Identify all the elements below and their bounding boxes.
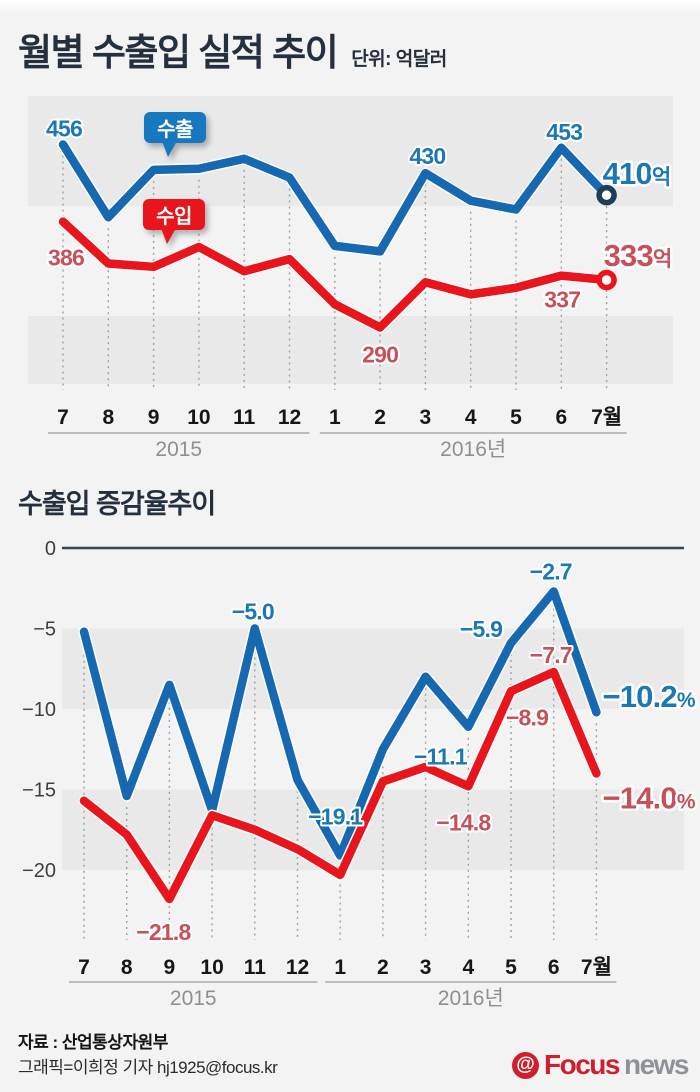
x-tick-label: 12 [286,956,309,979]
value-label: 337 [544,287,580,313]
value-label: −5.0 [232,599,274,625]
value-label: 290 [362,341,398,367]
x-tick-label: 8 [102,406,114,429]
value-label: 430 [409,143,445,169]
year-label: 2015 [155,438,202,461]
x-tick-label: 4 [462,956,474,979]
value-label: −14.0% [602,780,695,815]
x-tick-label: 10 [200,956,223,979]
x-tick-label: 7 [78,956,90,979]
focusnews-suffix: news [623,1049,690,1080]
x-tick-label: 9 [148,406,160,429]
y-tick-label: −15 [22,780,56,802]
export-series-badge-label: 수출 [157,119,193,141]
value-label: −14.8 [436,809,491,835]
import-line [58,217,611,332]
x-tick-label: 1 [329,406,341,429]
y-tick-label: −5 [33,619,56,641]
growth-rate-line-chart: 0−5−10−15−20−5.0−19.1−11.1−5.9−2.7−10.2%… [22,538,699,1010]
x-tick-label: 9 [164,956,176,979]
focusnews-icon: @ [512,1051,539,1079]
export-series-badge: 수출 [144,112,206,157]
x-tick-label: 5 [505,956,517,979]
footer-source: 자료 : 산업통상자원부 [18,1033,168,1052]
plot-band [28,96,673,206]
import-series-badge-label: 수입 [156,206,192,228]
x-tick-label: 6 [555,406,567,429]
year-label: 2016년 [438,987,504,1010]
y-tick-label: −10 [22,699,56,721]
value-label: 386 [48,245,84,271]
value-label-suffix: 억 [652,166,671,189]
value-label: 453 [546,119,582,145]
import-end-marker [596,269,617,291]
year-label: 2015 [170,987,217,1010]
value-label: −5.9 [460,616,502,642]
page-title: 월별 수출입 실적 추이 [18,32,339,73]
x-tick-label: 5 [510,406,522,429]
value-label: −8.9 [506,704,548,730]
x-tick-label: 7월 [581,956,612,979]
x-tick-label: 11 [233,406,256,429]
unit-label: 단위: 억달러 [351,49,447,70]
import-line [79,667,601,904]
value-label-suffix: 억 [653,248,672,271]
value-label: −11.1 [414,744,468,770]
value-label: −2.7 [530,558,572,584]
y-tick-label: −20 [22,860,56,882]
header: 월별 수출입 실적 추이 단위: 억달러 [18,22,447,76]
export-line [58,140,611,256]
import-series-badge: 수입 [143,199,205,244]
x-tick-label: 2 [374,406,386,429]
top-highlight [0,0,700,16]
x-tick-label: 11 [244,956,267,979]
focusnews-brand: Focus [544,1049,620,1080]
value-label: −7.7 [530,642,572,668]
footer-credit: 그래픽=이희정 기자 hj1925@focus.kr [18,1058,278,1077]
value-label-suffix: % [677,790,696,813]
x-tick-label: 8 [121,956,133,979]
section-title: 수출입 증감율추이 [18,489,216,519]
x-tick-label: 4 [465,406,477,429]
focusnews-logo: @ Focus news [512,1049,690,1081]
value-label: −21.8 [136,919,191,945]
value-label-suffix: % [677,689,696,712]
value-label: 456 [46,115,82,141]
x-tick-label: 7 [57,406,69,429]
x-tick-label: 7월 [591,406,622,429]
x-tick-label: 3 [420,956,432,979]
y-tick-label: 0 [45,538,56,560]
x-tick-label: 2 [377,956,389,979]
x-tick-label: 3 [420,406,432,429]
value-label: −19.1 [308,804,363,830]
x-tick-label: 1 [334,956,346,979]
export-line [79,587,601,860]
value-label: 333억 [604,238,672,273]
plot-band [28,316,673,384]
x-tick-label: 12 [278,406,301,429]
x-tick-label: 6 [548,956,560,979]
export-end-marker [596,184,617,206]
year-label: 2016년 [440,438,506,461]
x-tick-label: 10 [187,406,210,429]
